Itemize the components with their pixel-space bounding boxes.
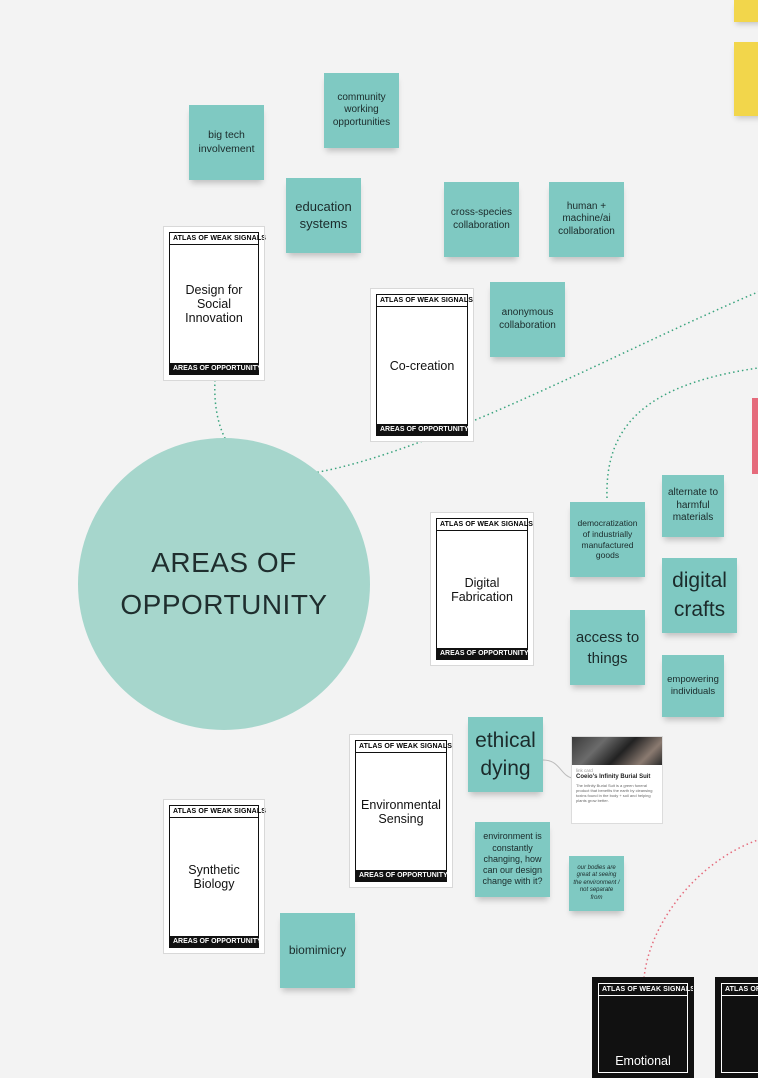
sticky-democratization[interactable]: democratization of industrially manufact…: [570, 502, 645, 577]
card-digital-fabrication[interactable]: ATLAS OF WEAK SIGNALS Digital Fabricatio…: [430, 512, 534, 666]
link-card-description: The Infinity Burial Suit is a green fune…: [576, 783, 653, 804]
card-header: ATLAS OF WEAK SIGNALS: [437, 519, 533, 531]
sticky-cross-species-collaboration[interactable]: cross-species collaboration: [444, 182, 519, 257]
circle-title-line-1: AREAS OF: [151, 547, 297, 578]
card-header: ATLAS OF WEAK SIGNALS: [377, 295, 473, 307]
card-synthetic-biology[interactable]: ATLAS OF WEAK SIGNALS Synthetic Biology …: [163, 799, 266, 954]
card-emotional[interactable]: ATLAS OF WEAK SIGNALS Emotional: [592, 977, 695, 1078]
card-title: Emotional: [615, 1054, 671, 1068]
sticky-big-tech-involvement[interactable]: big tech involvement: [189, 105, 264, 180]
areas-of-opportunity-circle[interactable]: AREAS OF OPPORTUNITY: [78, 438, 370, 730]
sticky-ethical-dying[interactable]: ethical dying: [468, 717, 543, 792]
connector-pink-to-emotional: [643, 839, 758, 979]
card-header: ATLAS OF WEAK SIGNALS: [356, 741, 452, 753]
card-header: ATLAS OF WEAK SIGNALS: [170, 233, 266, 245]
yellow-sticky-upper[interactable]: [734, 42, 758, 116]
card-title: Environmental Sensing: [361, 797, 441, 826]
connector-design-to-cocreation: [214, 291, 758, 477]
card-co-creation[interactable]: ATLAS OF WEAK SIGNALS Co-creation AREAS …: [370, 288, 474, 442]
card-footer: AREAS OF OPPORTUNITY: [377, 424, 469, 435]
card-header: ATLAS OF WEAK SIGNALS: [599, 984, 695, 996]
card-footer: AREAS OF OPPORTUNITY: [170, 936, 262, 947]
link-card-meta: link card: [576, 768, 593, 773]
card-environmental-sensing[interactable]: ATLAS OF WEAK SIGNALS Environmental Sens…: [349, 734, 453, 888]
card-header: ATLAS OF WEAK SIGNALS: [722, 984, 758, 996]
link-card-title: Coeio's Infinity Burial Suit: [576, 774, 651, 780]
card-design-for-social-innovation[interactable]: ATLAS OF WEAK SIGNALS Design for Social …: [163, 226, 266, 381]
card-title: Co-creation: [389, 358, 455, 373]
card-header: ATLAS OF WEAK SIGNALS: [170, 806, 266, 818]
sticky-environment-changing[interactable]: environment is constantly changing, how …: [475, 822, 550, 897]
sticky-anonymous-collaboration[interactable]: anonymous collaboration: [490, 282, 565, 357]
card-footer: AREAS OF OPPORTUNITY: [356, 870, 448, 881]
card-footer: AREAS OF OPPORTUNITY: [437, 648, 529, 659]
pink-sticky-edge[interactable]: [752, 398, 758, 474]
card-title: Digital Fabrication: [451, 575, 513, 604]
sticky-empowering-individuals[interactable]: empowering individuals: [662, 655, 724, 717]
connector-lines: [214, 291, 758, 979]
burial-suit-photo: [572, 737, 662, 765]
connector-ethical-to-thumb: [542, 759, 573, 779]
card-footer: AREAS OF OPPORTUNITY: [170, 363, 262, 374]
card-partial-right[interactable]: ATLAS OF WEAK SIGNALS: [715, 977, 758, 1078]
sticky-digital-crafts[interactable]: digital crafts: [662, 558, 737, 633]
sticky-human-machine-collaboration[interactable]: human + machine/ai collaboration: [549, 182, 624, 257]
card-title: Synthetic Biology: [188, 863, 240, 891]
sticky-community-working-opportunities[interactable]: community working opportunities: [324, 73, 399, 148]
sticky-education-systems[interactable]: education systems: [286, 178, 361, 253]
card-title: Design for Social Innovation: [185, 283, 243, 325]
sticky-access-to-things[interactable]: access to things: [570, 610, 645, 685]
circle-title-line-2: OPPORTUNITY: [120, 589, 328, 620]
sticky-alternate-to-harmful-materials[interactable]: alternate to harmful materials: [662, 475, 724, 537]
sticky-biomimicry[interactable]: biomimicry: [280, 913, 355, 988]
yellow-sticky-top[interactable]: [734, 0, 758, 22]
sticky-our-bodies[interactable]: our bodies are great at seeing the envir…: [569, 856, 624, 911]
link-card-infinity-burial-suit[interactable]: link card Coeio's Infinity Burial Suit T…: [572, 737, 662, 823]
